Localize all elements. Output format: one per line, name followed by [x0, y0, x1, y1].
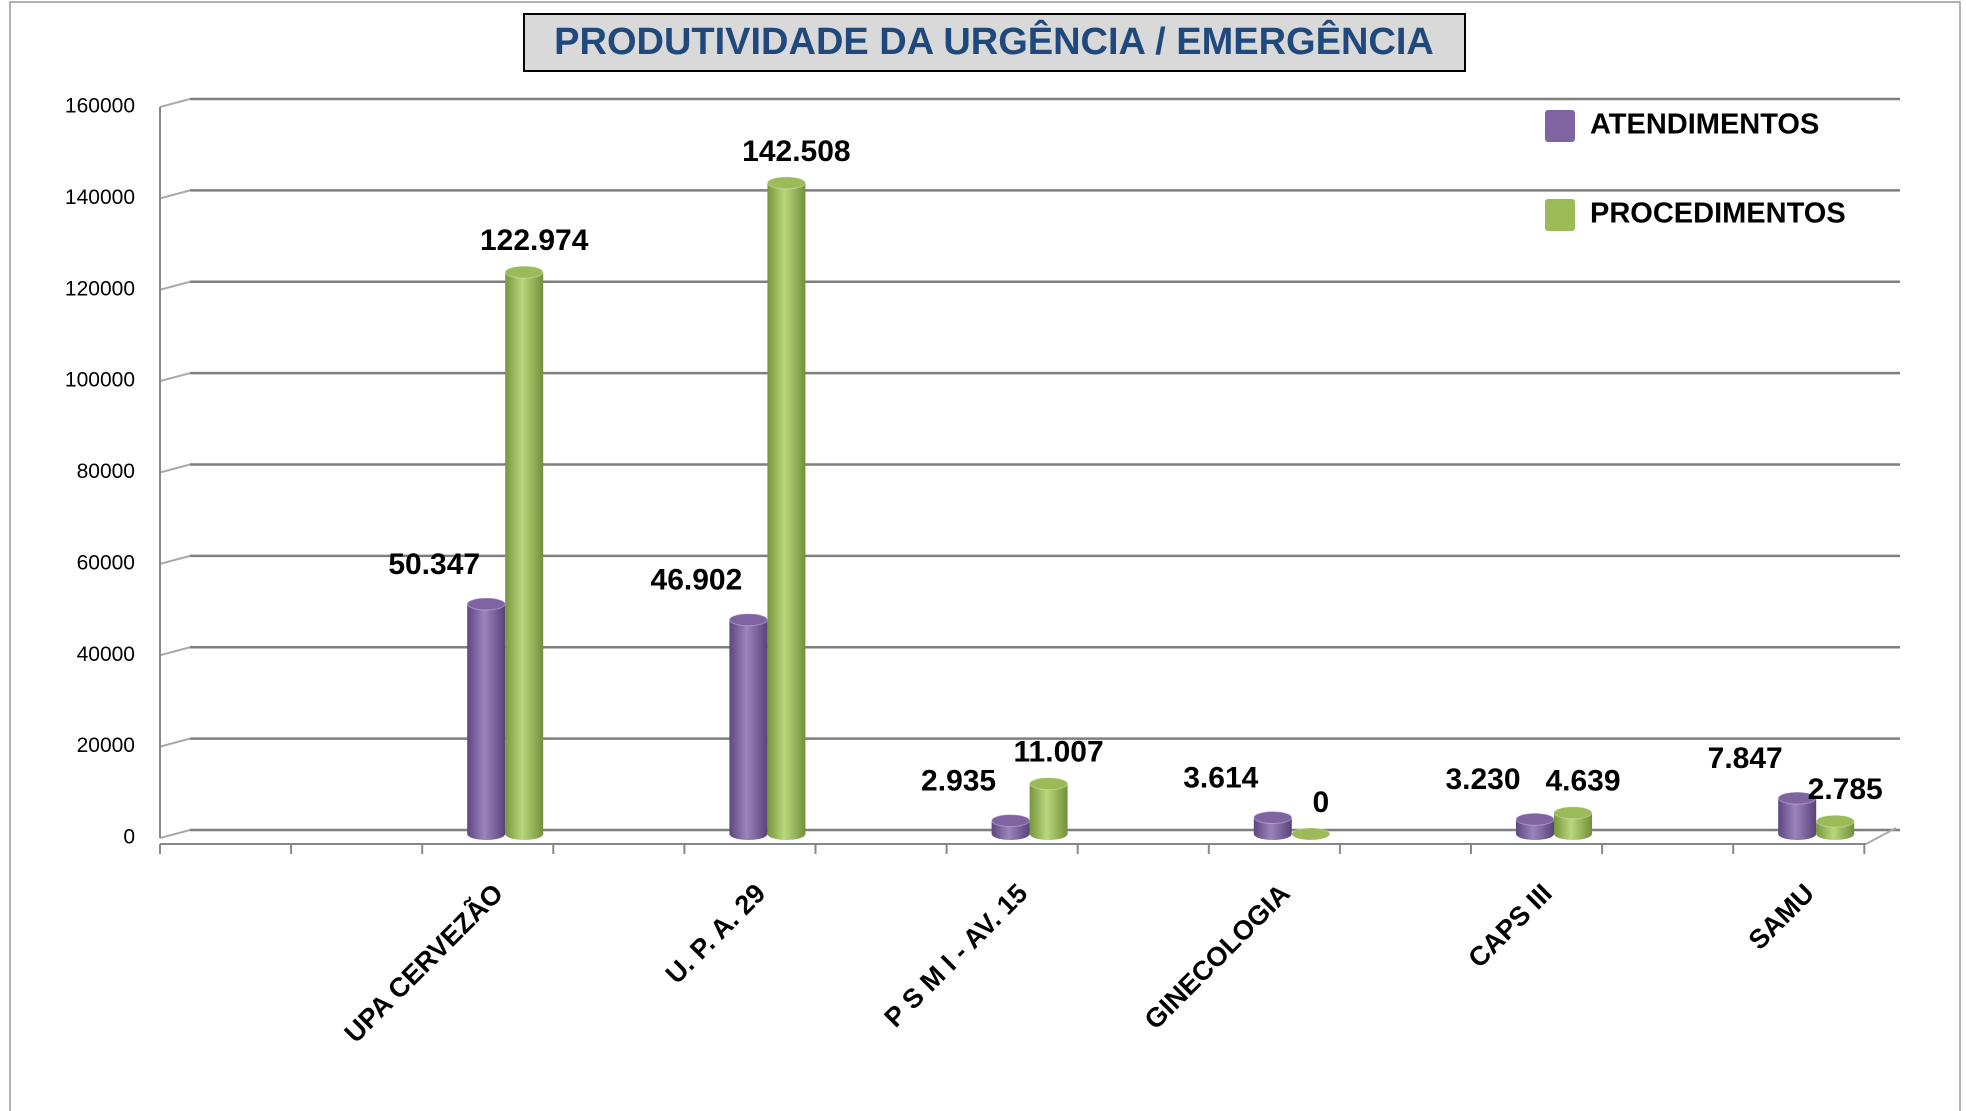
title-box [523, 13, 1466, 72]
value-label: 46.902 [651, 564, 743, 597]
bar-part [505, 272, 544, 834]
bar [1515, 812, 1555, 840]
bar [1253, 810, 1293, 840]
x-tick-label: GINECOLOGIA [1139, 878, 1296, 1035]
grid-diagonal [159, 98, 191, 108]
grid-diagonal [159, 372, 191, 383]
legend-label: PROCEDIMENTOS [1590, 198, 1846, 230]
value-label: 4.639 [1545, 765, 1620, 798]
y-tick-label: 160000 [65, 95, 135, 118]
grid-diagonal [159, 280, 191, 291]
y-tick-label: 60000 [77, 551, 135, 574]
y-tick-label: 140000 [65, 186, 135, 209]
bar-part [467, 603, 506, 834]
bar-part [1815, 814, 1855, 828]
value-label: 3.614 [1183, 761, 1258, 794]
x-tick-label: SAMU [1743, 878, 1820, 955]
grid-diagonal [159, 737, 191, 748]
value-label: 2.785 [1808, 773, 1883, 806]
bar-part [1553, 806, 1593, 820]
bar-part [728, 613, 768, 627]
bar [504, 265, 544, 840]
bar-part [766, 176, 806, 190]
bar-part [1291, 827, 1331, 841]
frame [9, 1, 1961, 1111]
bar-part [504, 265, 544, 279]
chart-title: PRODUTIVIDADE DA URGÊNCIA / EMERGÊNCIA [554, 19, 1434, 63]
grid-diagonal [159, 829, 191, 839]
bar-part [1777, 791, 1817, 805]
legend-swatch [1545, 110, 1575, 142]
value-label: 7.847 [1708, 742, 1783, 775]
bar-part [767, 182, 806, 835]
value-label: 50.347 [388, 548, 480, 581]
value-label: 11.007 [1014, 736, 1104, 769]
x-tick-label: CAPS III [1462, 878, 1557, 973]
y-tick-label: 20000 [77, 734, 135, 757]
y-tick-label: 0 [123, 826, 135, 849]
bar [991, 814, 1031, 840]
bar-part [466, 597, 506, 611]
x-tick-label: UPA CERVEZÃO [338, 877, 509, 1048]
bar-part [991, 814, 1031, 828]
value-label: 0 [1312, 786, 1329, 819]
bar-part [1029, 777, 1069, 791]
bar-part [1253, 810, 1293, 824]
bar-part [1515, 812, 1555, 826]
value-label: 142.508 [742, 135, 850, 168]
grid-diagonal [159, 554, 191, 565]
bar-part [1554, 812, 1592, 834]
bar [1553, 806, 1593, 840]
y-tick-label: 80000 [77, 460, 135, 483]
bar [466, 597, 506, 840]
x-axis-diag [1865, 827, 1897, 845]
y-tick-label: 100000 [65, 369, 135, 392]
bar [1291, 827, 1331, 841]
bar-part [1029, 783, 1068, 834]
value-label: 2.935 [921, 765, 996, 798]
bar [766, 176, 806, 840]
x-tick-label: P S M I - AV. 15 [879, 878, 1034, 1033]
legend-label: ATENDIMENTOS [1590, 109, 1819, 141]
value-label: 122.974 [480, 224, 589, 257]
grid-diagonal [159, 189, 191, 200]
legend-swatch [1545, 199, 1575, 231]
x-tick-label: U. P. A. 29 [660, 878, 771, 989]
y-tick-label: 40000 [77, 643, 135, 666]
bar-part [729, 619, 768, 834]
bar [728, 613, 768, 840]
bar [1815, 814, 1855, 840]
value-label: 3.230 [1445, 763, 1520, 796]
grid-diagonal [159, 646, 191, 657]
bar [1777, 791, 1817, 840]
bar [1029, 777, 1069, 840]
grid-diagonal [159, 463, 191, 474]
y-tick-label: 120000 [65, 277, 135, 300]
